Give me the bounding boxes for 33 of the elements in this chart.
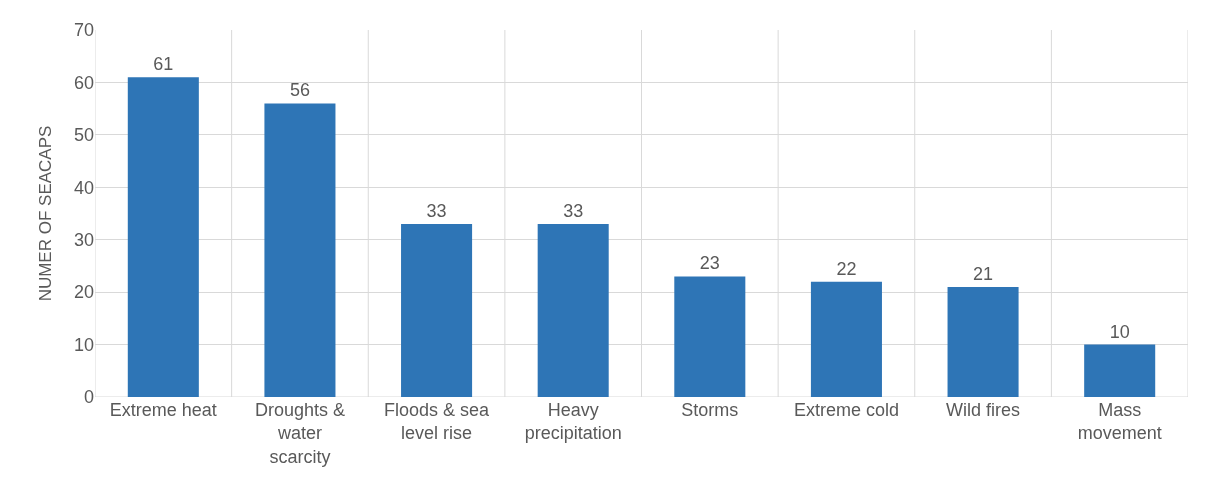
bar [674,276,746,397]
y-tick-label: 10 [73,334,94,355]
y-tick-label: 50 [73,125,94,146]
data-label: 21 [973,263,994,284]
data-label: 33 [563,200,584,221]
bar [264,103,336,397]
bar [810,281,882,397]
bar [1084,344,1156,397]
bar [127,77,199,397]
y-tick-label: 0 [83,387,94,408]
y-tick-label: 40 [73,177,94,198]
bar [401,223,473,397]
y-tick-label: 30 [73,230,94,251]
y-axis-title: NUMER OF SEACAPS [36,125,55,302]
data-label: 23 [699,253,720,274]
x-tick-label: Extreme heat [109,400,217,420]
x-tick-label: Extreme cold [793,400,899,420]
data-label: 10 [1109,321,1130,342]
x-tick-label: Wild fires [946,400,1021,420]
data-label: 61 [153,54,174,75]
x-tick-label: Storms [681,400,739,420]
bar [537,223,609,397]
x-tick-label: Mass movement [1077,400,1162,444]
y-tick-label: 70 [73,20,94,41]
data-label: 22 [836,258,857,279]
bar [947,286,1019,397]
x-tick-label: Heavy precipitation [524,400,622,444]
x-tick-label: Floods & sea level rise [384,400,491,444]
x-tick-label: Droughts & water scarcity [254,400,345,467]
data-label: 33 [426,200,447,221]
y-tick-label: 20 [73,282,94,303]
y-tick-label: 60 [73,72,94,93]
data-label: 56 [289,80,310,101]
